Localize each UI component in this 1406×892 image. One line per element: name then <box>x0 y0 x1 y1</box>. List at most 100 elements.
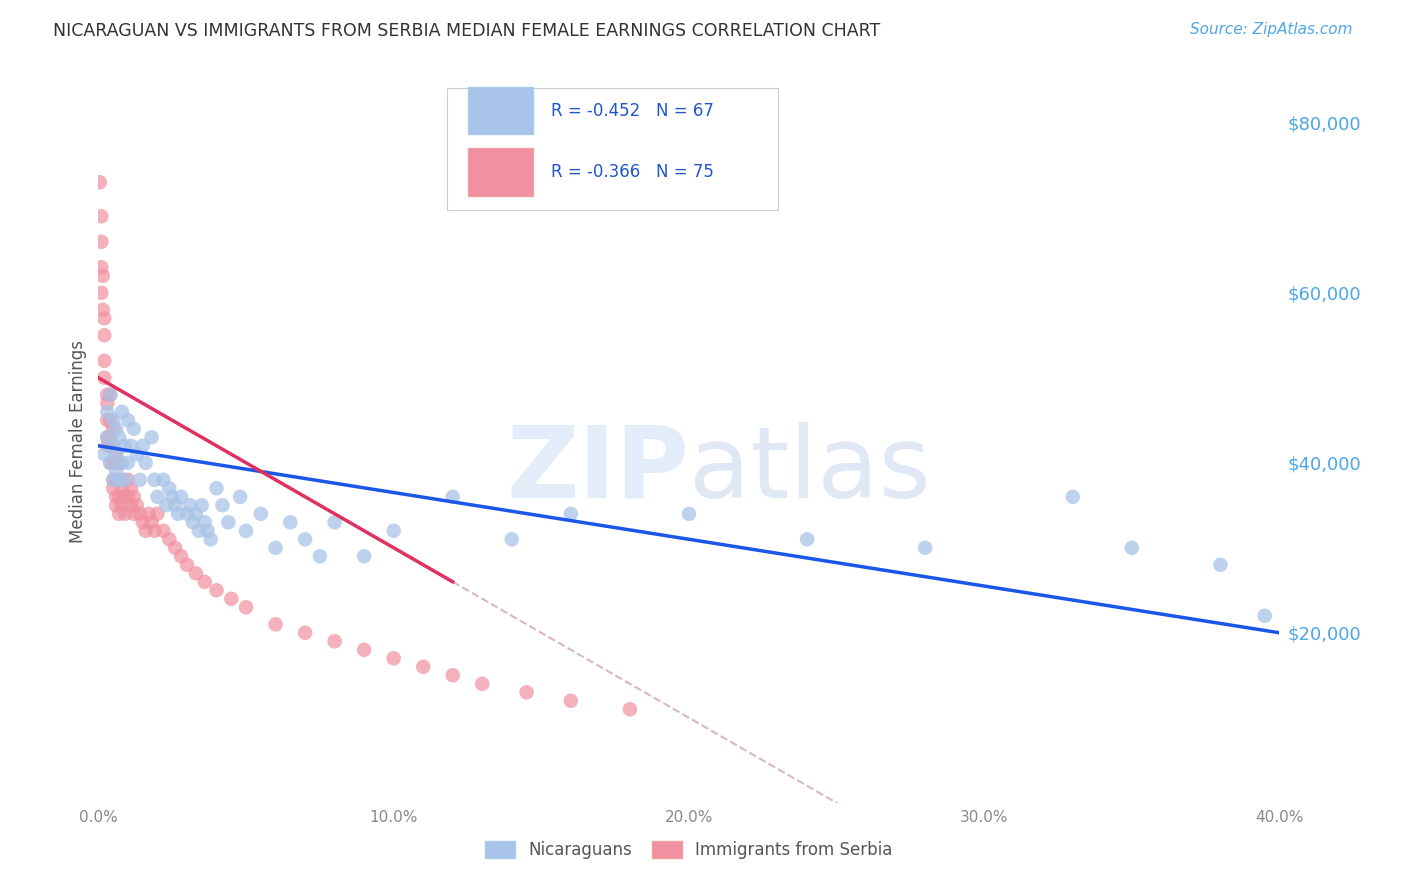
Point <box>128 507 150 521</box>
Point <box>103 473 125 487</box>
Point <box>105 464 128 478</box>
Point <box>114 439 136 453</box>
Point <box>103 439 125 453</box>
Point <box>96 430 118 444</box>
Point <box>111 456 134 470</box>
Point <box>141 516 163 530</box>
Point <box>98 456 121 470</box>
Point <box>170 490 193 504</box>
Point <box>412 660 434 674</box>
Point <box>103 422 125 436</box>
Point <box>111 405 134 419</box>
Point <box>146 507 169 521</box>
Point <box>235 600 257 615</box>
Point <box>221 591 243 606</box>
Point <box>122 507 145 521</box>
Point <box>105 447 128 461</box>
Point <box>108 490 131 504</box>
Point <box>89 175 111 189</box>
Point <box>117 456 139 470</box>
Point <box>382 651 405 665</box>
Point <box>155 498 177 512</box>
Point <box>1121 541 1143 555</box>
Point <box>146 490 169 504</box>
Text: Source: ZipAtlas.com: Source: ZipAtlas.com <box>1189 22 1353 37</box>
Point <box>135 524 157 538</box>
Point <box>294 533 316 547</box>
Point <box>125 498 148 512</box>
Point <box>205 481 228 495</box>
Point <box>441 668 464 682</box>
Point <box>117 473 139 487</box>
Point <box>382 524 405 538</box>
Point <box>1062 490 1084 504</box>
Point <box>181 516 204 530</box>
Point <box>105 498 128 512</box>
Point <box>122 422 145 436</box>
Point <box>93 328 115 343</box>
Point <box>135 456 157 470</box>
Point <box>194 516 217 530</box>
Point <box>191 498 214 512</box>
Point <box>796 533 818 547</box>
Point <box>294 625 316 640</box>
Point <box>138 507 160 521</box>
Legend: Nicaraguans, Immigrants from Serbia: Nicaraguans, Immigrants from Serbia <box>485 841 893 860</box>
Text: R = -0.452   N = 67: R = -0.452 N = 67 <box>551 102 714 120</box>
Point <box>108 473 131 487</box>
Point <box>114 507 136 521</box>
Text: ZIP: ZIP <box>506 422 689 519</box>
Point <box>353 642 375 657</box>
Point <box>165 541 187 555</box>
Point <box>280 516 302 530</box>
Point <box>103 481 125 495</box>
Point <box>165 498 187 512</box>
Point <box>217 516 239 530</box>
Point <box>143 524 166 538</box>
Point <box>96 430 118 444</box>
Point <box>184 507 207 521</box>
Point <box>98 388 121 402</box>
Point <box>187 524 209 538</box>
Point <box>96 413 118 427</box>
Point <box>176 558 198 572</box>
Point <box>229 490 252 504</box>
Point <box>93 311 115 326</box>
Point <box>132 516 155 530</box>
Point <box>197 524 219 538</box>
Point <box>96 405 118 419</box>
Point <box>211 498 233 512</box>
Point <box>108 473 131 487</box>
Point <box>98 456 121 470</box>
Text: atlas: atlas <box>689 422 931 519</box>
Point <box>678 507 700 521</box>
Point <box>264 541 287 555</box>
Point <box>105 473 128 487</box>
Point <box>323 516 346 530</box>
Point <box>91 268 114 283</box>
Point <box>141 430 163 444</box>
Point <box>250 507 273 521</box>
Point <box>132 439 155 453</box>
Point <box>128 473 150 487</box>
Point <box>1254 608 1277 623</box>
FancyBboxPatch shape <box>468 87 533 135</box>
Point <box>560 694 582 708</box>
Point <box>103 439 125 453</box>
Point <box>98 430 121 444</box>
Point <box>108 430 131 444</box>
Point <box>96 388 118 402</box>
Point <box>108 507 131 521</box>
Point <box>501 533 523 547</box>
Point <box>323 634 346 648</box>
Point <box>105 447 128 461</box>
Point <box>93 447 115 461</box>
Point <box>96 396 118 410</box>
Point <box>152 473 174 487</box>
Point <box>120 498 142 512</box>
Point <box>98 388 121 402</box>
Point <box>90 260 112 275</box>
Point <box>157 533 180 547</box>
Y-axis label: Median Female Earnings: Median Female Earnings <box>69 340 87 543</box>
Point <box>105 456 128 470</box>
